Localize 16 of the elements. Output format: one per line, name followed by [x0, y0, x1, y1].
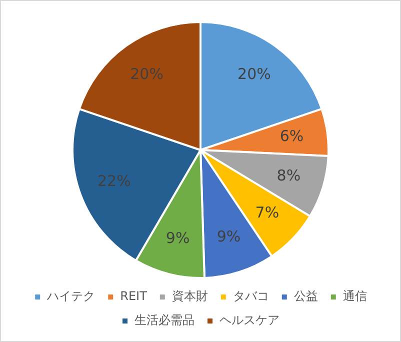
- data-label: 8%: [276, 166, 301, 185]
- data-label: 9%: [166, 229, 190, 248]
- data-label: 9%: [216, 228, 241, 246]
- legend-label: 資本財: [172, 289, 208, 304]
- data-label: 20%: [130, 64, 164, 83]
- data-label: 6%: [280, 127, 304, 146]
- legend-label: ヘルスケア: [220, 313, 280, 328]
- legend-label: 生活必需品: [134, 313, 194, 328]
- legend-label: 通信: [342, 289, 367, 304]
- data-label: 22%: [98, 172, 131, 190]
- data-label: 7%: [255, 204, 280, 222]
- data-label: 20%: [238, 64, 271, 83]
- legend-label: ハイテク: [46, 289, 96, 304]
- legend-label: 公益: [294, 289, 318, 304]
- legend-label: REIT: [120, 289, 148, 304]
- legend-label: タバコ: [232, 289, 269, 304]
